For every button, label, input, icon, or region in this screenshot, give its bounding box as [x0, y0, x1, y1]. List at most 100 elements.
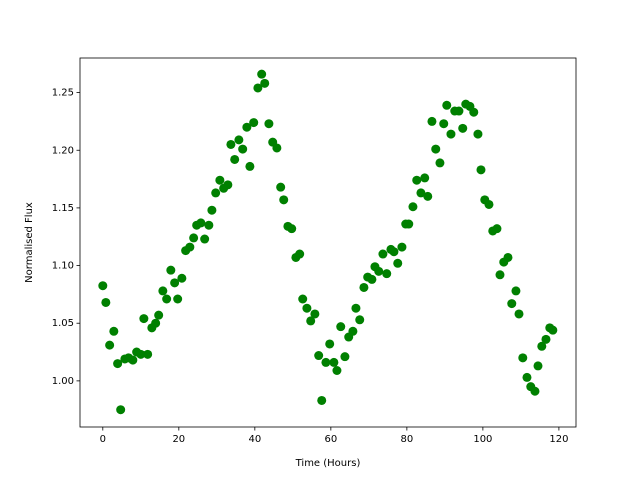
- data-point: [332, 365, 342, 375]
- y-tick-label: 1.20: [52, 145, 74, 156]
- data-point: [158, 286, 168, 296]
- data-point: [257, 69, 267, 79]
- data-point: [537, 341, 547, 351]
- data-point: [177, 273, 187, 283]
- data-point: [314, 351, 324, 361]
- data-point: [207, 205, 217, 215]
- data-point: [306, 316, 316, 326]
- data-point: [408, 202, 418, 212]
- data-point: [458, 123, 468, 133]
- data-point: [230, 154, 240, 164]
- data-point: [173, 294, 183, 304]
- data-point: [276, 182, 286, 192]
- data-point: [136, 349, 146, 359]
- data-point: [189, 233, 199, 243]
- data-point: [389, 247, 399, 257]
- data-point: [226, 139, 236, 149]
- data-point: [279, 195, 289, 205]
- y-axis-label: Normalised Flux: [24, 202, 35, 283]
- plot-area: [79, 57, 577, 428]
- data-point: [200, 234, 210, 244]
- data-point: [105, 340, 115, 350]
- data-point: [154, 310, 164, 320]
- data-point: [185, 242, 195, 252]
- data-point: [116, 405, 126, 415]
- data-point: [541, 334, 551, 344]
- x-tick-label: 40: [248, 434, 261, 445]
- data-point: [507, 299, 517, 309]
- data-point: [416, 188, 426, 198]
- data-point: [128, 355, 138, 365]
- x-tick-label: 20: [172, 434, 185, 445]
- data-point: [469, 107, 479, 117]
- data-point: [518, 353, 528, 363]
- data-point: [454, 106, 464, 116]
- data-point: [348, 326, 358, 336]
- data-point: [151, 318, 161, 328]
- x-axis-label: Time (Hours): [295, 458, 361, 469]
- data-point: [340, 352, 350, 362]
- data-point: [234, 135, 244, 145]
- data-point: [382, 269, 392, 279]
- data-point: [98, 281, 108, 291]
- data-point: [484, 199, 494, 209]
- data-point: [359, 282, 369, 292]
- data-point: [196, 218, 206, 228]
- data-point: [272, 143, 282, 153]
- data-point: [393, 258, 403, 268]
- data-point: [495, 270, 505, 280]
- x-tick-label: 0: [100, 434, 106, 445]
- data-point: [249, 118, 259, 128]
- data-point: [420, 173, 430, 183]
- data-point: [325, 339, 335, 349]
- data-point: [442, 100, 452, 110]
- data-point: [215, 175, 225, 185]
- x-tick-label: 100: [473, 434, 492, 445]
- data-point: [298, 294, 308, 304]
- data-point: [101, 297, 111, 307]
- x-tick-label: 120: [549, 434, 568, 445]
- data-point: [336, 322, 346, 332]
- data-point: [446, 129, 456, 139]
- data-point: [264, 119, 274, 129]
- y-tick-label: 1.15: [52, 203, 74, 214]
- data-point: [439, 119, 449, 129]
- data-point: [503, 252, 513, 262]
- data-point: [397, 242, 407, 252]
- data-point: [404, 219, 414, 229]
- data-point: [242, 122, 252, 132]
- data-point: [166, 265, 176, 275]
- y-tick-label: 1.00: [52, 376, 74, 387]
- data-point: [245, 161, 255, 171]
- data-point: [295, 249, 305, 259]
- data-point: [260, 78, 270, 88]
- data-point: [287, 224, 297, 234]
- data-point: [548, 325, 558, 335]
- data-point: [223, 180, 233, 190]
- data-point: [530, 386, 540, 396]
- data-point: [473, 129, 483, 139]
- data-point: [476, 165, 486, 175]
- data-point: [412, 175, 422, 185]
- data-point: [427, 116, 437, 126]
- data-point: [321, 357, 331, 367]
- data-point: [367, 274, 377, 284]
- data-point: [374, 266, 384, 276]
- data-point: [238, 144, 248, 154]
- data-point: [378, 249, 388, 259]
- data-point: [143, 349, 153, 359]
- data-point: [511, 286, 521, 296]
- y-tick-label: 1.25: [52, 88, 74, 99]
- data-point: [492, 224, 502, 234]
- y-tick-label: 1.05: [52, 318, 74, 329]
- y-tick-label: 1.10: [52, 261, 74, 272]
- data-point: [170, 278, 180, 288]
- data-point: [522, 372, 532, 382]
- data-point: [423, 191, 433, 201]
- data-point: [514, 309, 524, 319]
- data-point: [302, 303, 312, 313]
- data-point: [317, 395, 327, 405]
- data-point: [533, 361, 543, 371]
- data-point: [329, 357, 339, 367]
